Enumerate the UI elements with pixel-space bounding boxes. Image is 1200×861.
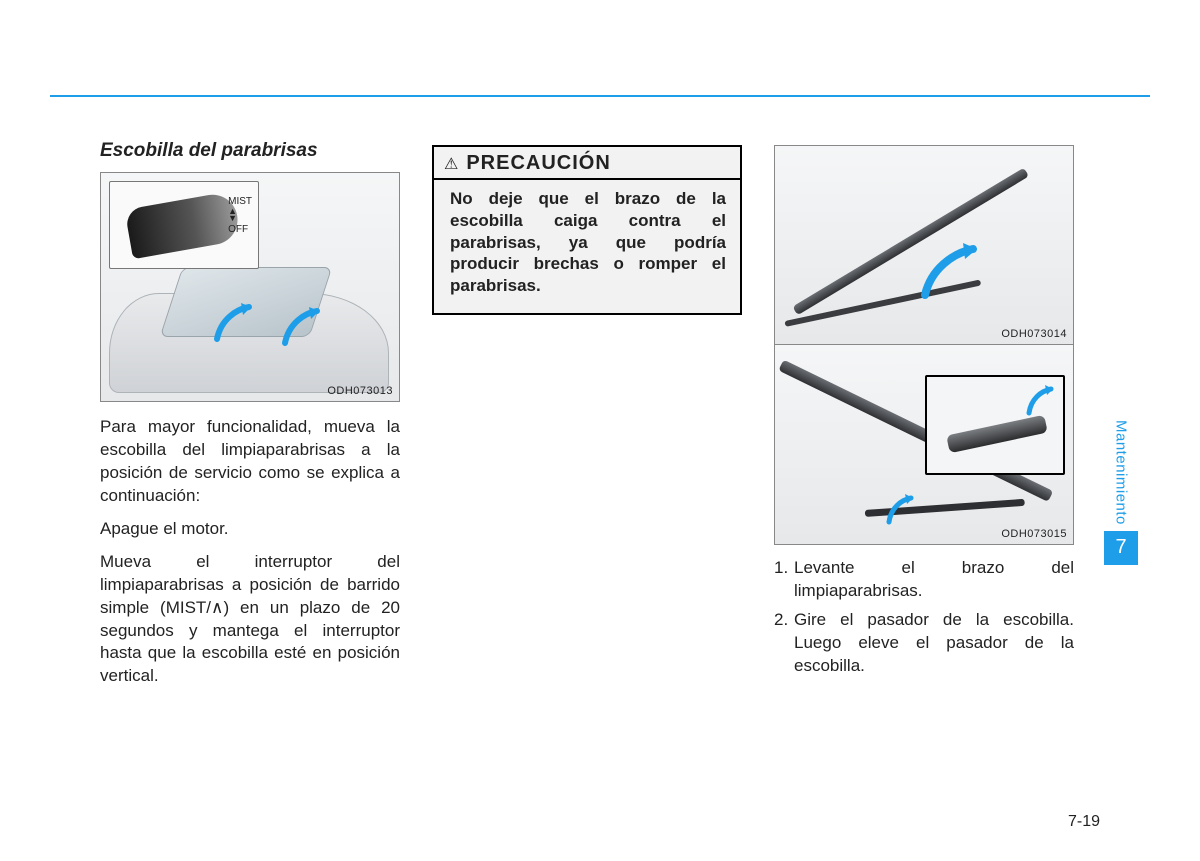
inset-lever-detail: MIST ▲ ▼ OFF	[109, 181, 259, 269]
paragraph: Mueva el interruptor del limpiaparabrisa…	[100, 551, 400, 689]
caution-callout: ⚠ PRECAUCIÓN No deje que el brazo de la …	[432, 145, 742, 315]
content-grid: Escobilla del parabrisas MIST ▲ ▼ OFF OD…	[100, 140, 1070, 791]
lever-illustration	[124, 191, 241, 259]
figure-lift-arm: ODH073014	[774, 145, 1074, 345]
lift-arrow-icon	[915, 241, 985, 301]
column-middle: ⚠ PRECAUCIÓN No deje que el brazo de la …	[432, 140, 742, 791]
column-left: Escobilla del parabrisas MIST ▲ ▼ OFF OD…	[100, 140, 400, 791]
callout-header: ⚠ PRECAUCIÓN	[434, 147, 740, 180]
step-number: 1.	[774, 557, 794, 603]
callout-title: PRECAUCIÓN	[466, 152, 610, 175]
callout-body: No deje que el brazo de la escobilla cai…	[434, 180, 740, 313]
step-number: 2.	[774, 609, 794, 678]
figure-label: ODH073014	[1001, 328, 1067, 340]
wiper-arrow-icon	[211, 299, 255, 343]
section-heading: Escobilla del parabrisas	[100, 140, 400, 162]
step-text: Gire el pasador de la escobilla. Luego e…	[794, 609, 1074, 678]
warning-icon: ⚠	[444, 154, 458, 174]
figure-label: ODH073015	[1001, 528, 1067, 540]
steps-list: 1. Levante el brazo del limpiaparabrisas…	[774, 557, 1074, 684]
inset-labels: MIST ▲ ▼ OFF	[228, 196, 252, 235]
detail-inset	[925, 375, 1065, 475]
top-rule	[50, 95, 1150, 97]
paragraph: Apague el motor.	[100, 518, 400, 541]
rotate-arrow-icon	[1023, 383, 1057, 417]
paragraph: Para mayor funcionalidad, mueva la escob…	[100, 416, 400, 508]
wiper-arrow-icon	[279, 303, 323, 347]
figure-wiper-service-position: MIST ▲ ▼ OFF ODH073013	[100, 172, 400, 402]
section-label: Mantenimiento	[1113, 420, 1130, 525]
figure-label: ODH073013	[327, 385, 393, 397]
list-item: 2. Gire el pasador de la escobilla. Lueg…	[774, 609, 1074, 678]
step-text: Levante el brazo del limpiaparabrisas.	[794, 557, 1074, 603]
page-number: 7-19	[1068, 813, 1100, 831]
side-tab: Mantenimiento 7	[1104, 420, 1138, 565]
down-arrow-icon: ▼	[228, 214, 252, 224]
joint-illustration	[946, 415, 1048, 453]
column-right: ODH073014 ODH073015 1. Levante el brazo …	[774, 140, 1074, 791]
chapter-number: 7	[1104, 531, 1138, 565]
label-off: OFF	[228, 224, 252, 235]
rotate-arrow-icon	[883, 492, 917, 526]
figure-rotate-pin: ODH073015	[774, 345, 1074, 545]
list-item: 1. Levante el brazo del limpiaparabrisas…	[774, 557, 1074, 603]
